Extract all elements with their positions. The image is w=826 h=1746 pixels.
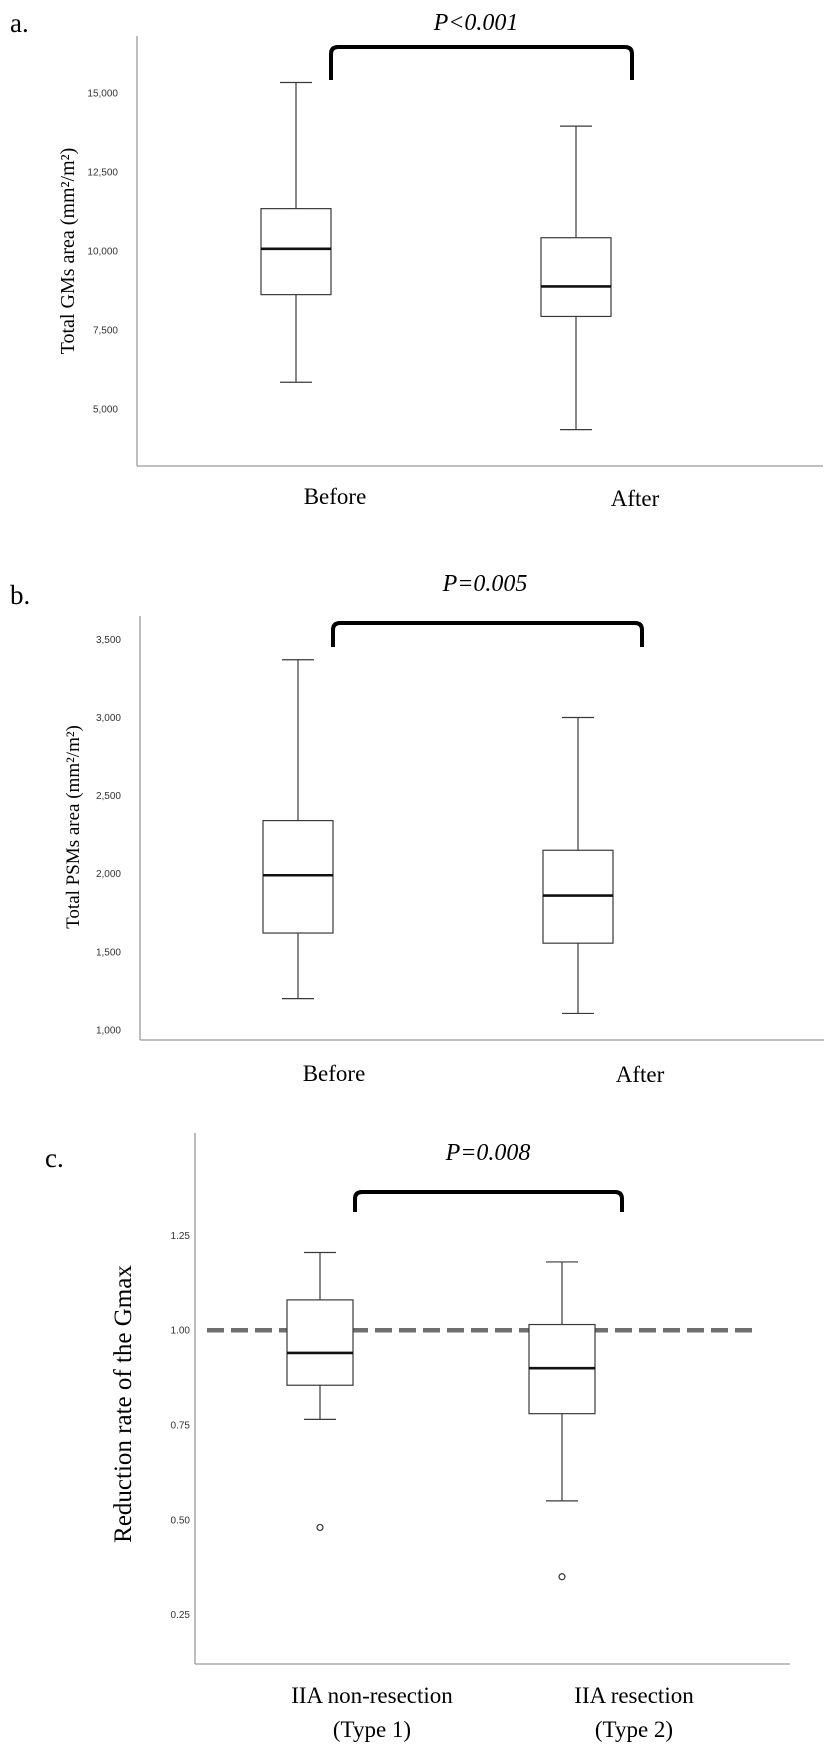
y-tick-label: 0.50 bbox=[171, 1515, 191, 1526]
category-label-before: Before bbox=[304, 484, 367, 509]
y-tick-label: 5,000 bbox=[93, 405, 118, 416]
panel-b: b. 1,000 1,500 2,000 2,500 3,000 3,500 P=0.00… bbox=[10, 571, 824, 1087]
category-label-before: Before bbox=[303, 1061, 366, 1086]
y-tick-label: 3,000 bbox=[96, 713, 121, 724]
y-axis-label: Reduction rate of the Gmax bbox=[110, 1265, 137, 1543]
y-tick-label: 1,000 bbox=[96, 1025, 121, 1036]
panel-label: a. bbox=[10, 8, 29, 38]
p-value-label: P=0.005 bbox=[442, 571, 528, 597]
y-tick-labels: 0.25 0.50 0.75 1.00 1.25 bbox=[171, 1231, 191, 1621]
significance-bracket bbox=[329, 45, 634, 80]
significance-bracket bbox=[353, 1190, 624, 1212]
category-label-type2-line2: (Type 2) bbox=[595, 1717, 673, 1742]
y-tick-label: 0.25 bbox=[171, 1610, 191, 1621]
category-label-type2-line1: IIA resection bbox=[574, 1683, 694, 1708]
outlier-point bbox=[316, 1523, 324, 1532]
y-tick-labels: 1,000 1,500 2,000 2,500 3,000 3,500 bbox=[96, 635, 121, 1036]
y-tick-label: 12,500 bbox=[87, 167, 118, 178]
iqr-box bbox=[286, 1299, 354, 1386]
p-value-label: P=0.008 bbox=[445, 1140, 531, 1166]
boxes bbox=[286, 1251, 596, 1581]
boxes bbox=[262, 659, 614, 1015]
y-tick-label: 1,500 bbox=[96, 947, 121, 958]
y-tick-label: 10,000 bbox=[87, 247, 118, 258]
y-tick-label: 1.00 bbox=[171, 1326, 191, 1337]
y-tick-label: 2,000 bbox=[96, 869, 121, 880]
category-label-type1-line1: IIA non-resection bbox=[291, 1683, 453, 1708]
y-axis-label: Total GMs area (mm²/m²) bbox=[57, 148, 79, 355]
y-tick-label: 2,500 bbox=[96, 791, 121, 802]
panel-label: c. bbox=[45, 1143, 64, 1173]
boxes bbox=[260, 81, 612, 431]
y-tick-labels: 5,000 7,500 10,000 12,500 15,000 bbox=[87, 88, 118, 415]
category-label-after: After bbox=[611, 486, 660, 511]
iqr-box bbox=[260, 208, 332, 296]
y-tick-label: 1.25 bbox=[171, 1231, 191, 1242]
outlier-point bbox=[558, 1573, 566, 1581]
p-value-label: P<0.001 bbox=[433, 10, 519, 36]
y-tick-label: 0.75 bbox=[171, 1421, 191, 1432]
y-axis-label: Total PSMs area (mm²/m²) bbox=[63, 725, 84, 929]
iqr-box bbox=[540, 237, 612, 318]
y-tick-label: 15,000 bbox=[87, 88, 118, 99]
panel-label: b. bbox=[10, 580, 30, 610]
y-tick-label: 7,500 bbox=[93, 326, 118, 337]
significance-bracket bbox=[331, 621, 644, 647]
iqr-box bbox=[262, 819, 334, 934]
category-label-type1-line2: (Type 1) bbox=[333, 1717, 411, 1742]
category-label-after: After bbox=[616, 1062, 665, 1087]
y-tick-label: 3,500 bbox=[96, 635, 121, 646]
panel-c: c. 0.25 0.50 0.75 1.00 1.25 P=0.008 IIA non-… bbox=[45, 1133, 790, 1742]
